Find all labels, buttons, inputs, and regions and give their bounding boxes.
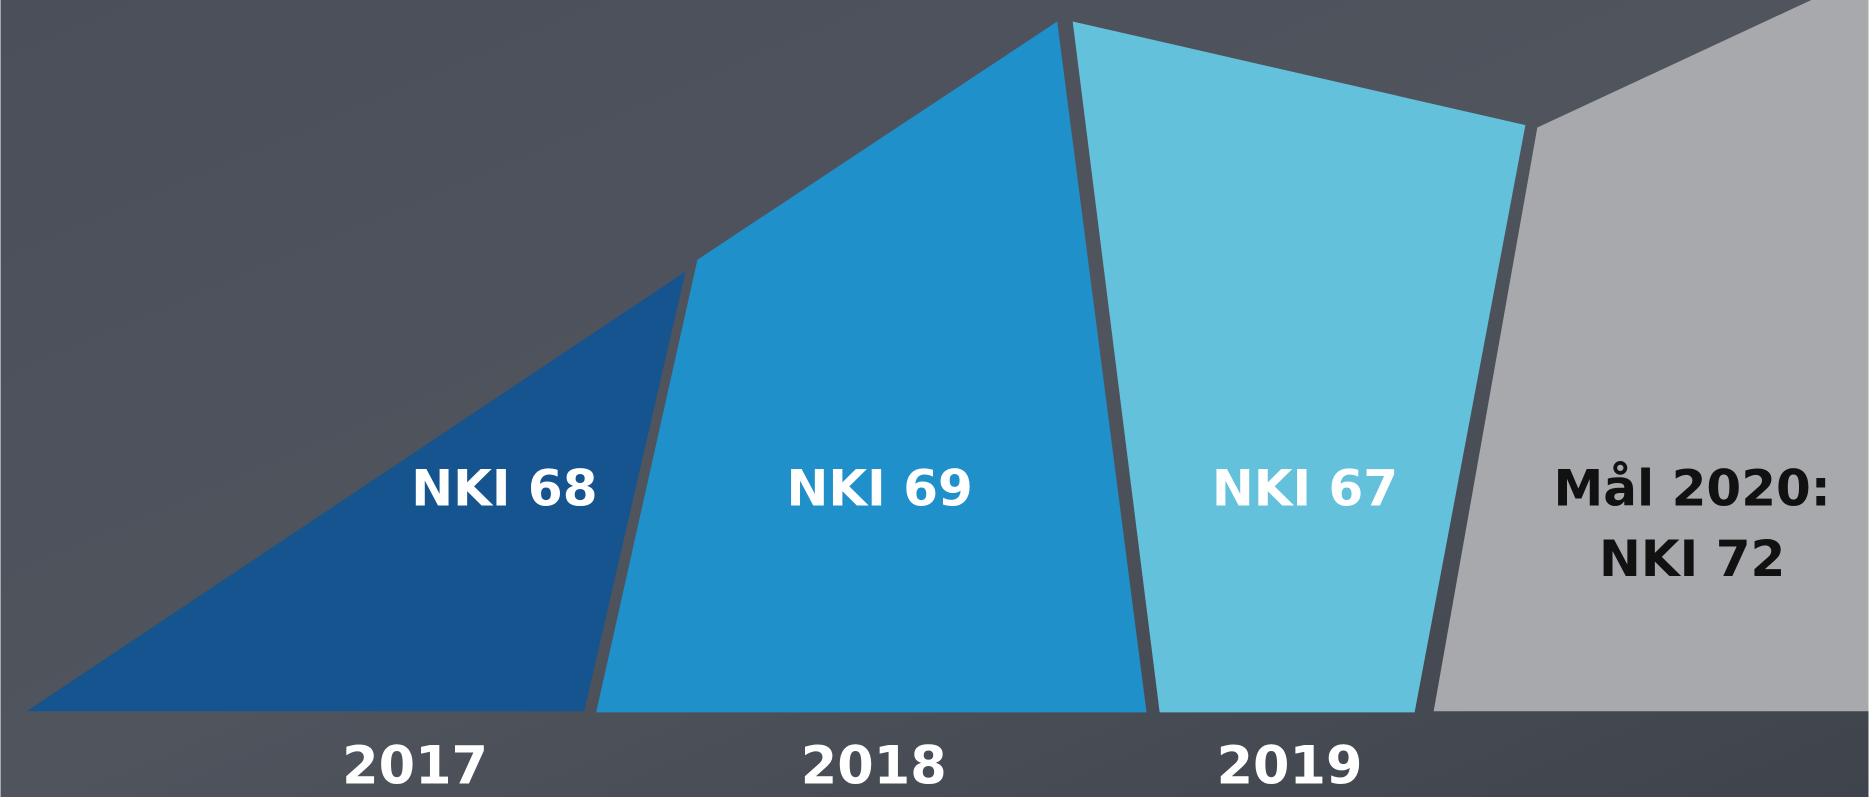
year-label: 2017 — [342, 736, 488, 797]
segment-label: NKI 67 — [1212, 460, 1398, 518]
infographic: NKI 68 NKI 69 NKI 67 Mål 2020: NKI 72 20… — [0, 0, 1869, 797]
segment-label: NKI 69 — [787, 460, 973, 518]
goal-label: Mål 2020: — [1554, 460, 1831, 518]
goal-label: NKI 72 — [1599, 530, 1785, 588]
segment-label: NKI 68 — [411, 460, 597, 518]
year-label: 2019 — [1217, 736, 1363, 797]
page: NKI 68 NKI 69 NKI 67 Mål 2020: NKI 72 20… — [0, 0, 1869, 797]
year-label: 2018 — [801, 736, 947, 797]
